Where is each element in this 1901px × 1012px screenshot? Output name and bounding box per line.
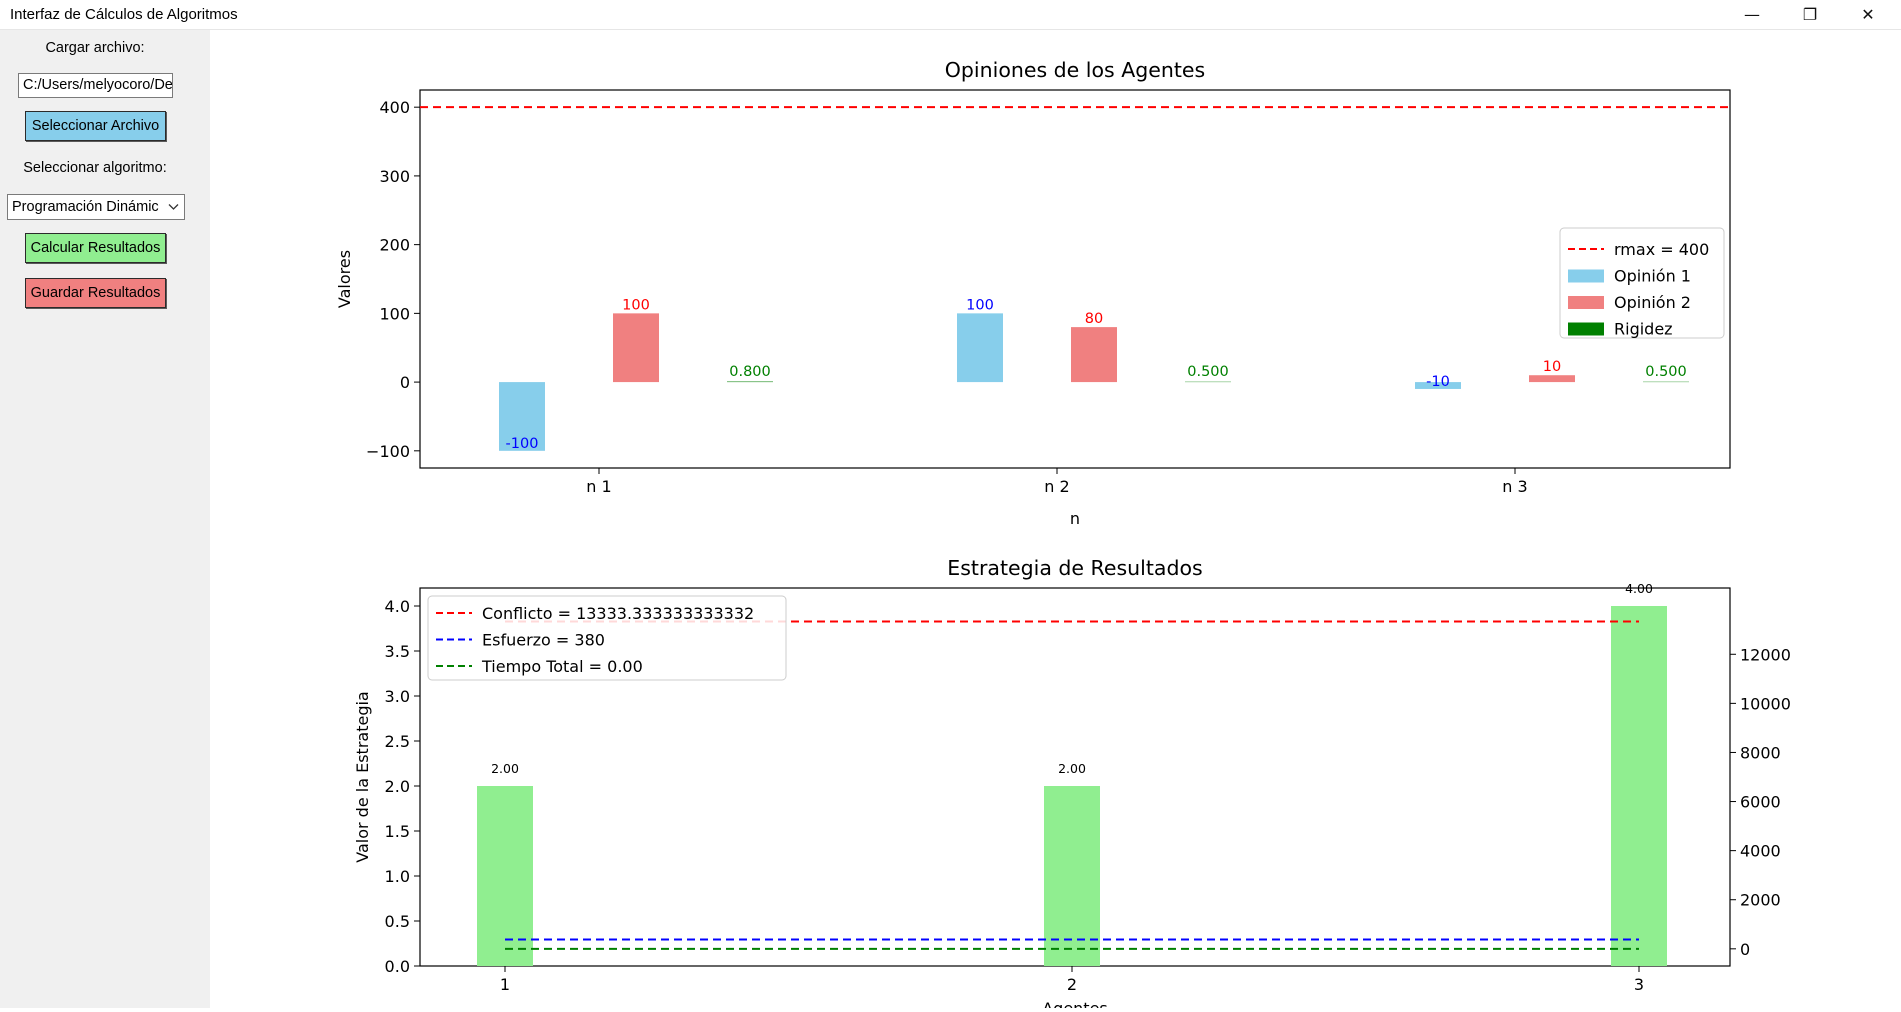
chart2-ytick-label: 0.5 — [385, 912, 410, 931]
chart2-ytick-label: 2.5 — [385, 732, 410, 751]
save-results-button[interactable]: Guardar Resultados — [25, 278, 166, 308]
window-title: Interfaz de Cálculos de Algoritmos — [10, 6, 238, 23]
chart1-ytick-label: 100 — [379, 304, 410, 323]
chart1-bar-opinion2 — [1529, 375, 1575, 382]
window-title-bar: Interfaz de Cálculos de Algoritmos — ❐ ✕ — [0, 0, 1901, 30]
chart2-y2tick-label: 12000 — [1740, 645, 1791, 664]
chart1-label-opinion2: 10 — [1543, 359, 1561, 375]
chart1-bar-opinion2 — [1071, 327, 1117, 382]
chart1-bar-opinion1 — [957, 313, 1003, 382]
chart2-bar — [1611, 606, 1667, 966]
chart1-legend-swatch — [1568, 296, 1604, 309]
calculate-results-button[interactable]: Calcular Resultados — [25, 233, 166, 263]
chart2-ytick-label: 0.0 — [385, 957, 410, 976]
chart1-bar-rigidez — [727, 382, 773, 383]
chart2-y2tick-label: 4000 — [1740, 842, 1781, 861]
chart2-ytick-label: 3.5 — [385, 642, 410, 661]
chart2-ytick-label: 1.0 — [385, 867, 410, 886]
chart2-xlabel: Agentes — [1042, 999, 1108, 1008]
chart2-ytick-label: 2.0 — [385, 777, 410, 796]
algorithm-selected-value: Programación Dinámic — [12, 199, 159, 215]
chart2-title: Estrategia de Resultados — [947, 556, 1202, 580]
chart1-title: Opiniones de los Agentes — [945, 58, 1205, 82]
restore-icon[interactable]: ❐ — [1781, 0, 1839, 29]
chart1-ytick-label: 300 — [379, 167, 410, 186]
chart1-legend-label: rmax = 400 — [1614, 240, 1709, 259]
chart2-bar-value-label: 4.00 — [1625, 581, 1653, 596]
select-file-button[interactable]: Seleccionar Archivo — [25, 111, 166, 141]
matplotlib-figure: Opiniones de los Agentes−100010020030040… — [210, 30, 1901, 1008]
algorithm-select[interactable]: Programación Dinámic — [7, 194, 185, 220]
chart1-legend-swatch — [1568, 323, 1604, 336]
chart1-ytick-label: 200 — [379, 236, 410, 255]
chart1-axes-frame — [420, 90, 1730, 468]
chart2-ytick-label: 3.0 — [385, 687, 410, 706]
chart2-y2tick-label: 2000 — [1740, 891, 1781, 910]
chart1-label-opinion2: 100 — [622, 297, 650, 313]
chart1-xtick-label: n 2 — [1044, 477, 1069, 496]
chart2-ylabel: Valor de la Estrategia — [353, 691, 372, 862]
chart1-label-rigidez: 0.500 — [1645, 364, 1687, 380]
file-path-input[interactable]: C:/Users/melyocoro/De — [18, 73, 173, 98]
chart1-legend-label: Rigidez — [1614, 320, 1673, 339]
chart2-ytick-label: 1.5 — [385, 822, 410, 841]
chart1-label-opinion1: 100 — [966, 297, 994, 313]
chart1-xtick-label: n 3 — [1502, 477, 1527, 496]
chart1-label-opinion2: 80 — [1085, 311, 1103, 327]
chart2-xtick-label: 2 — [1067, 975, 1077, 994]
load-file-label: Cargar archivo: — [0, 40, 190, 56]
chart2-bar-value-label: 2.00 — [491, 761, 519, 776]
chart1-legend-label: Opinión 2 — [1614, 293, 1691, 312]
chart2-y2tick-label: 0 — [1740, 940, 1750, 959]
chart2-legend-label: Esfuerzo = 380 — [482, 631, 605, 650]
chart2-y2tick-label: 6000 — [1740, 793, 1781, 812]
select-algorithm-label: Seleccionar algoritmo: — [0, 160, 190, 176]
chart1-ytick-label: 0 — [400, 373, 410, 392]
chart2-legend-label: Tiempo Total = 0.00 — [481, 657, 643, 676]
chart1-legend-label: Opinión 1 — [1614, 267, 1691, 286]
chart1-legend-swatch — [1568, 270, 1604, 283]
minimize-icon[interactable]: — — [1723, 0, 1781, 29]
chart1-xlabel: n — [1070, 509, 1080, 528]
chart1-xtick-label: n 1 — [586, 477, 611, 496]
chart2-y2tick-label: 8000 — [1740, 743, 1781, 762]
chart1-bar-opinion2 — [613, 313, 659, 382]
chart2-ytick-label: 4.0 — [385, 597, 410, 616]
chart2-xtick-label: 1 — [500, 975, 510, 994]
chart1-label-opinion1: -10 — [1426, 374, 1450, 390]
close-icon[interactable]: ✕ — [1839, 0, 1897, 29]
chart1-ylabel: Valores — [335, 250, 354, 308]
chart2-y2tick-label: 10000 — [1740, 694, 1791, 713]
chart2-xtick-label: 3 — [1634, 975, 1644, 994]
chart1-label-opinion1: -100 — [506, 436, 539, 452]
chart2-bar-value-label: 2.00 — [1058, 761, 1086, 776]
sidebar: Cargar archivo: C:/Users/melyocoro/De Se… — [0, 30, 210, 1008]
chart1-ytick-label: −100 — [366, 442, 410, 461]
chevron-down-icon — [168, 203, 179, 211]
chart1-ytick-label: 400 — [379, 98, 410, 117]
chart2-legend-label: Conflicto = 13333.333333333332 — [482, 604, 754, 623]
chart1-label-rigidez: 0.500 — [1187, 364, 1229, 380]
chart1-label-rigidez: 0.800 — [729, 364, 771, 380]
